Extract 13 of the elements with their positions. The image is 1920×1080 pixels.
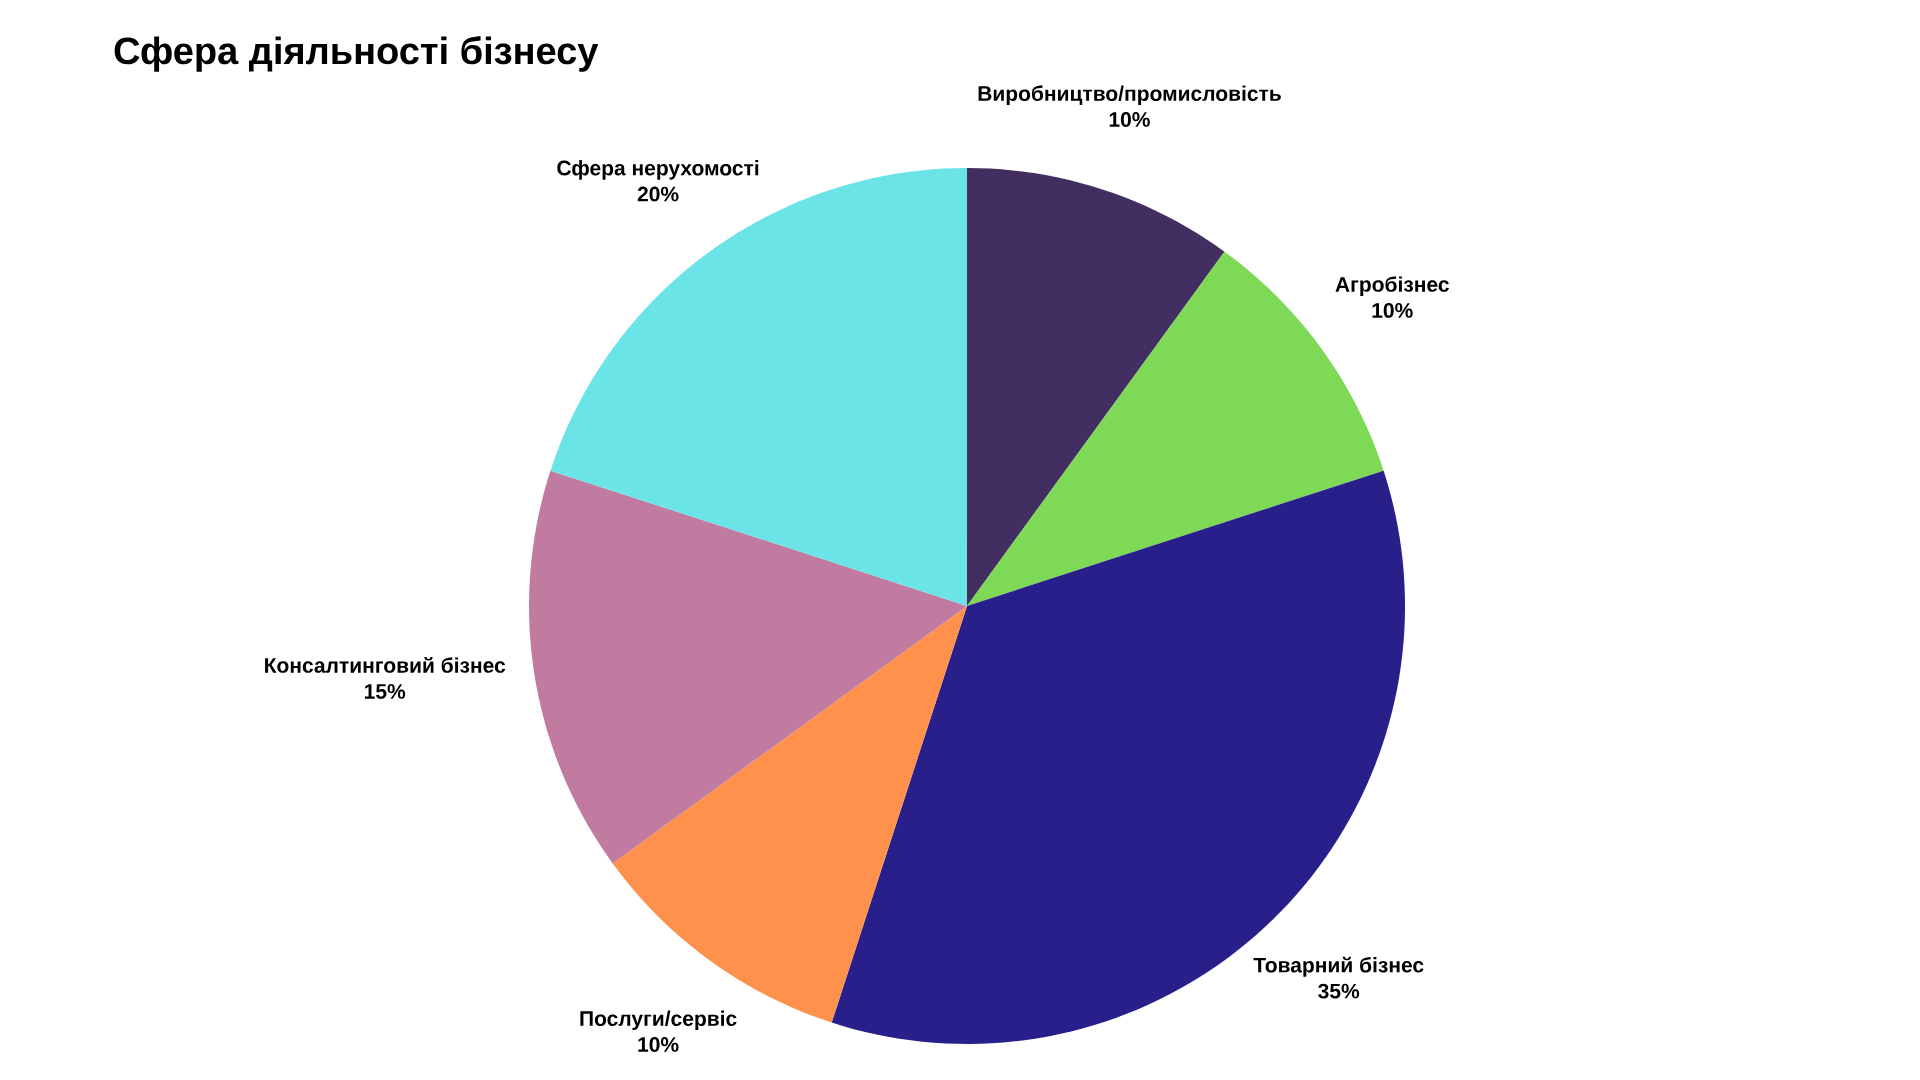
data-label: 10% bbox=[1109, 112, 1150, 127]
data-label: 35% bbox=[1318, 983, 1360, 999]
data-label: 20% bbox=[637, 186, 679, 202]
chart-title: Сфера діяльності бізнесу bbox=[114, 36, 599, 72]
data-label: 10% bbox=[638, 1037, 679, 1052]
slice-label: Виробництво/промисловість bbox=[978, 85, 1281, 106]
slice-label: Агробізнес bbox=[1335, 276, 1449, 296]
slice-label: Консалтинговий бізнес bbox=[265, 657, 506, 673]
slice-label: Сфера нерухомості bbox=[557, 160, 759, 180]
slice-label: Послуги/сервіс bbox=[580, 1010, 737, 1031]
data-label: 15% bbox=[365, 684, 406, 699]
data-label: 10% bbox=[1372, 302, 1413, 318]
slice-label: Товарний бізнес bbox=[1253, 956, 1424, 977]
